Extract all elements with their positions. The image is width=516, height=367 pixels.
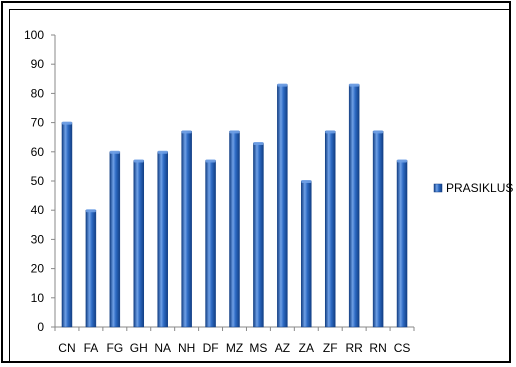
- bar-cap-fg: [109, 150, 120, 154]
- x-tick-label-na: NA: [154, 341, 171, 355]
- y-tick-label: 40: [31, 203, 45, 217]
- bar-gh: [133, 160, 145, 328]
- bars: [61, 83, 408, 328]
- x-tick-label-fg: FG: [106, 341, 123, 355]
- x-tick-label-rn: RN: [369, 341, 386, 355]
- axes: 0 10 20 30 40 50 60 70 80 90 100 CN FA FG GH NA NH DF MZ MS…: [24, 28, 415, 355]
- bar-cap-rn: [373, 130, 384, 134]
- bar-zf: [324, 131, 336, 328]
- bar-cap-na: [157, 150, 168, 154]
- bar-cap-cs: [397, 159, 408, 163]
- y-tick-label: 20: [31, 262, 45, 276]
- bar-cap-zf: [325, 130, 336, 134]
- x-tick-label-za: ZA: [299, 341, 314, 355]
- y-tick-label: 80: [31, 86, 45, 100]
- x-tick-label-rr: RR: [345, 341, 363, 355]
- x-tick-label-df: DF: [203, 341, 219, 355]
- legend: PRASIKLUS: [433, 181, 513, 195]
- legend-label: PRASIKLUS: [446, 181, 513, 195]
- y-tick-label: 60: [31, 145, 45, 159]
- y-tick-label: 90: [31, 57, 45, 71]
- bar-az: [277, 84, 288, 328]
- bar-cap-mz: [229, 130, 240, 134]
- bar-cap-za: [301, 180, 312, 183]
- x-tick-label-cn: CN: [58, 341, 75, 355]
- y-tick-label: 50: [31, 174, 45, 188]
- x-tick-label-az: AZ: [275, 341, 290, 355]
- x-tick-label-nh: NH: [178, 341, 195, 355]
- y-tick-label: 100: [24, 28, 44, 42]
- x-tick-label-fa: FA: [84, 341, 99, 355]
- x-tick-label-gh: GH: [130, 341, 148, 355]
- legend-swatch: [433, 183, 443, 193]
- bar-nh: [181, 131, 192, 328]
- bar-ms: [253, 142, 264, 328]
- bar-fa: [85, 209, 97, 328]
- bar-mz: [229, 131, 240, 328]
- bar-rn: [372, 131, 384, 328]
- bar-rr: [348, 84, 360, 328]
- x-tick-label-ms: MS: [249, 341, 267, 355]
- y-tick-label: 0: [37, 320, 44, 334]
- bar-cap-rr: [349, 83, 360, 87]
- bar-cap-ms: [253, 142, 264, 146]
- x-tick-label-cs: CS: [394, 341, 411, 355]
- y-tick-label: 30: [31, 232, 45, 246]
- bar-cn: [61, 122, 73, 328]
- x-tick-label-zf: ZF: [323, 341, 338, 355]
- bar-cap-fa: [85, 209, 96, 213]
- bar-za: [301, 180, 312, 328]
- bar-cap-nh: [181, 130, 192, 134]
- bar-na: [157, 151, 168, 328]
- bar-cap-gh: [133, 159, 144, 163]
- bar-cap-df: [205, 159, 216, 163]
- chart-inner-border: [9, 9, 509, 361]
- bar-cap-cn: [61, 121, 72, 125]
- bar-cap-az: [277, 83, 288, 87]
- bar-cs: [396, 160, 408, 328]
- x-tick-label-mz: MZ: [226, 341, 243, 355]
- y-tick-label: 10: [31, 291, 45, 305]
- bar-fg: [109, 151, 121, 328]
- y-tick-label: 70: [31, 116, 45, 130]
- bar-df: [205, 160, 216, 328]
